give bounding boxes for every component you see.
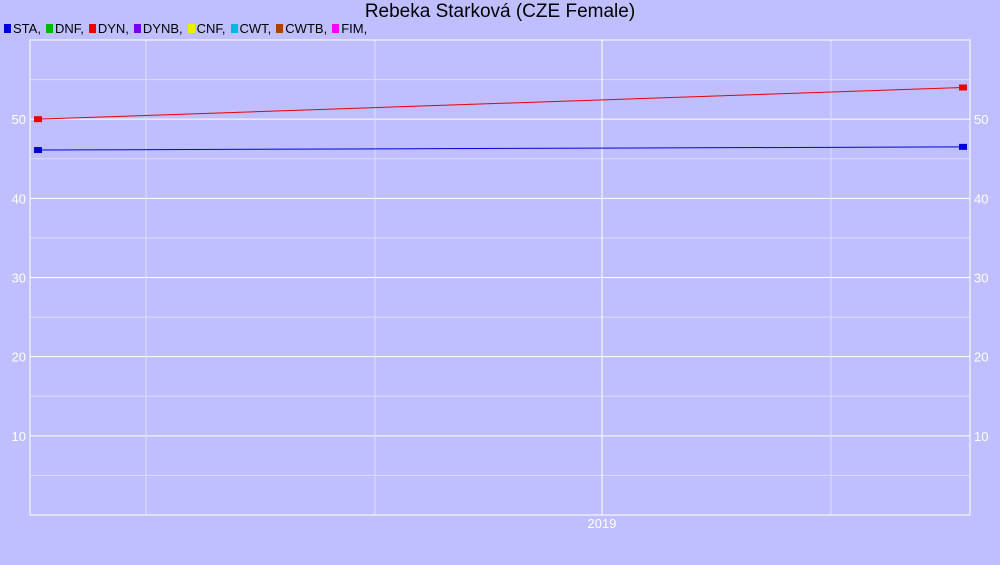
legend-swatch [230,23,238,33]
legend-label: CWTB, [285,20,328,36]
legend-swatch [187,23,195,33]
legend-item-dnf: DNF, [45,20,84,36]
y-tick-label-left: 10 [12,429,26,444]
y-tick-label-right: 10 [974,429,988,444]
legend-swatch [88,23,96,33]
series-line-dyn [37,87,964,120]
legend-label: FIM, [341,20,368,36]
legend-label: CNF, [196,20,226,36]
y-tick-label-left: 20 [12,350,26,365]
legend-item-fim: FIM, [332,21,367,36]
legend-label: DYN, [97,20,129,36]
data-point-dyn [959,84,967,91]
y-tick-label-right: 40 [974,191,988,206]
data-point-sta [34,147,42,154]
legend-item-cwt: CWT, [230,20,272,36]
legend-item-dynb: DYNB, [133,20,183,36]
legend-label: DYNB, [142,20,183,36]
legend-item-cwtb: CWTB, [276,21,327,36]
legend-swatch [45,23,53,33]
legend: STA, DNF, DYN, DYNB, CNF, CWT, CWTB, FIM, [4,20,372,36]
y-tick-label-left: 30 [12,271,26,286]
plot-border [29,39,971,516]
series-line-sta [37,146,964,151]
y-tick-label-right: 20 [974,350,988,365]
legend-swatch [332,23,340,33]
legend-label: CWT, [239,20,272,36]
y-tick-label-right: 30 [974,271,988,286]
legend-item-sta: STA, [4,21,41,36]
chart-title: Rebeka Starková (CZE Female) [364,1,636,22]
x-tick-label: 2019 [588,516,617,531]
y-tick-label-left: 40 [12,191,26,206]
y-tick-label-right: 50 [974,112,988,127]
data-point-dyn [34,116,42,123]
legend-swatch [4,23,11,33]
legend-item-cnf: CNF, [187,20,226,36]
legend-label: STA, [13,20,41,36]
legend-item-dyn: DYN, [88,20,129,36]
legend-swatch [276,23,284,33]
legend-swatch [133,23,141,33]
data-point-sta [959,143,967,150]
legend-label: DNF, [54,20,84,36]
y-tick-label-left: 50 [12,112,26,127]
